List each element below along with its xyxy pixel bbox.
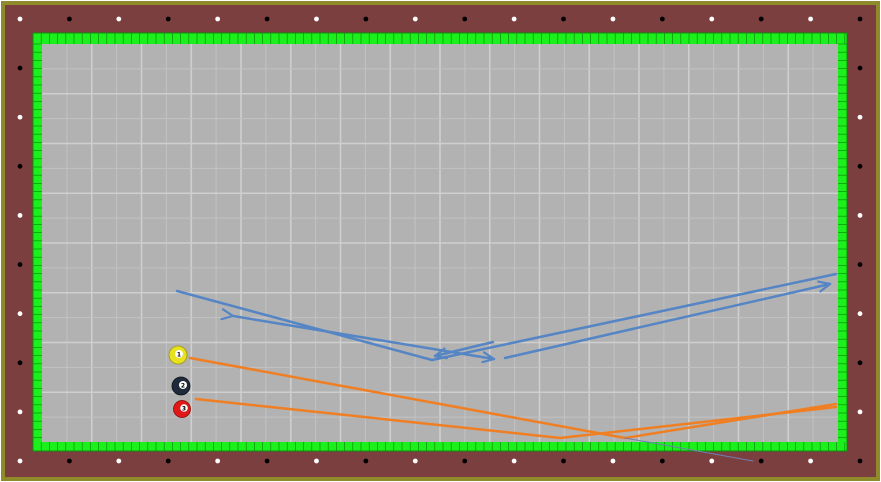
rail-diamond [116, 16, 122, 22]
rail-diamond [511, 458, 517, 464]
rail-diamond [17, 262, 23, 267]
blue-path-c [503, 284, 832, 360]
rail-diamond [808, 16, 813, 22]
ball-2[interactable]: 2 [171, 376, 191, 396]
rail-diamond [17, 16, 23, 22]
rail-diamond [857, 213, 863, 218]
rail-diamond [412, 458, 418, 464]
cushion-segments [32, 33, 847, 451]
rail-diamond [610, 16, 616, 22]
ball-3[interactable]: 3 [173, 400, 191, 418]
ball-3-number: 3 [182, 406, 186, 413]
rail-diamond [561, 16, 566, 22]
rail-diamond [17, 114, 23, 120]
rail-diamond [67, 458, 72, 464]
rail-diamond [363, 16, 369, 22]
rail-diamond [857, 409, 863, 415]
rail-diamond [17, 458, 23, 464]
rail-diamond [857, 262, 863, 267]
rail-diamond [857, 458, 863, 464]
blue-arrow-left [433, 340, 495, 356]
rail-diamond [709, 16, 715, 22]
rail-diamond [314, 16, 319, 22]
ball-2-spot [179, 381, 187, 389]
thin-path [624, 437, 754, 462]
ball-1[interactable]: 1 [168, 345, 188, 365]
rail-diamond [808, 458, 813, 464]
rail-diamond [659, 16, 665, 22]
rail-diamond [264, 16, 270, 22]
orange-path-ball-3 [194, 397, 838, 440]
rail-diamond [264, 458, 270, 464]
ball-3-spot [180, 404, 188, 412]
rail-diamond [857, 114, 863, 120]
rail-diamonds [17, 16, 863, 464]
rail-diamond [857, 16, 863, 22]
rail-diamond [314, 458, 319, 464]
rail-diamond [511, 16, 517, 22]
rail-diamond [116, 458, 122, 464]
rail-diamond [758, 16, 764, 22]
rail-diamond [659, 458, 665, 464]
rail-diamond [857, 163, 863, 169]
rail-diamond [17, 311, 23, 317]
rail-diamond [857, 360, 863, 366]
rail-diamond [462, 458, 468, 464]
rail-diamond [857, 65, 863, 71]
blue-path-a-return [430, 272, 838, 362]
shot-paths [175, 272, 838, 462]
rail-diamond [17, 65, 23, 71]
rail-diamond [412, 16, 418, 22]
ball-2-number: 2 [181, 383, 185, 390]
rail-diamond [363, 458, 369, 464]
rail-diamond [610, 458, 616, 464]
rail-diamond [165, 458, 171, 464]
rail-diamond [758, 458, 764, 464]
rail-diamond [215, 16, 221, 22]
ball-1-number: 1 [177, 352, 181, 359]
rail-diamond [17, 409, 23, 415]
rail-diamond [17, 360, 23, 366]
rail-diamond [561, 458, 566, 464]
rail-diamond [17, 213, 23, 218]
ball-1-spot [175, 350, 183, 358]
rail-diamond [67, 16, 72, 22]
rail-diamond [709, 458, 715, 464]
rail-diamond [462, 16, 468, 22]
rail-diamond [215, 458, 221, 464]
rail-diamond [17, 163, 23, 169]
rail-diamond [857, 311, 863, 317]
rail-diamond [165, 16, 171, 22]
